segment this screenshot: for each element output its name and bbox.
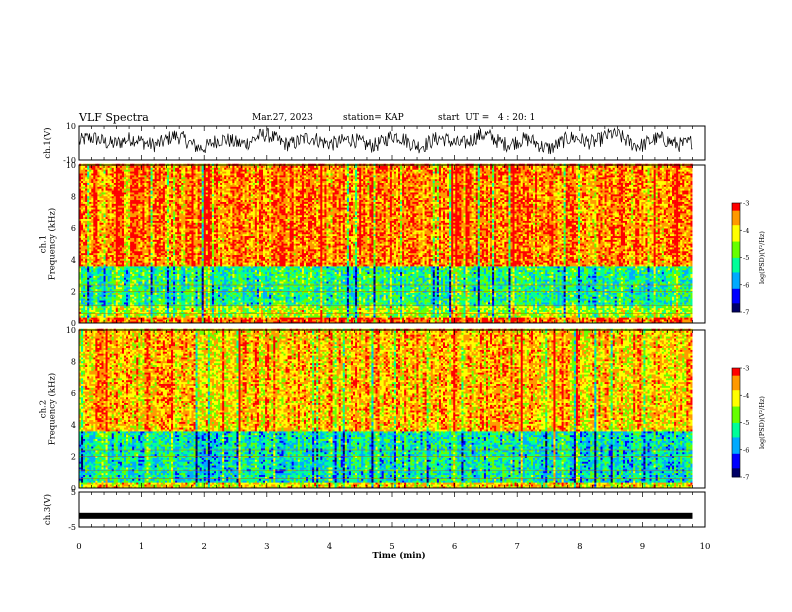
x-tick-label: 4 xyxy=(327,542,332,552)
ch2-spectrogram xyxy=(79,329,705,489)
x-tick-label: 7 xyxy=(514,542,519,552)
colorbar-tick-label: -3 xyxy=(743,365,749,373)
y-tick-label: 5 xyxy=(71,488,76,497)
x-axis-label: Time (min) xyxy=(372,550,425,561)
colorbar-tick-label: -5 xyxy=(743,254,749,262)
x-tick-label: 0 xyxy=(76,542,81,552)
y-tick-label: 8 xyxy=(71,193,76,202)
y-axis-label: Frequency (kHz) xyxy=(47,208,58,280)
date-label: Mar.27, 2023 xyxy=(252,113,313,123)
y-tick-label: 2 xyxy=(71,452,76,461)
station-label: station= KAP xyxy=(343,113,404,123)
colorbar-tick-label: -7 xyxy=(743,309,749,317)
y-axis-label: Frequency (kHz) xyxy=(47,373,58,445)
colorbar-tick-label: -3 xyxy=(743,200,749,208)
chart-title: VLF Spectra xyxy=(79,111,149,124)
ch1-spectrogram xyxy=(79,164,705,324)
y-tick-label: 2 xyxy=(71,287,76,296)
x-tick-label: 6 xyxy=(452,542,457,552)
colorbar-2: -3 -4 -5 -6 -7 log(PSD)(V²/Hz) xyxy=(732,365,766,482)
x-tick-label: 10 xyxy=(700,542,711,552)
x-tick-label: 3 xyxy=(264,542,269,552)
y-tick-label: 10 xyxy=(66,326,76,335)
ch3-waveform-line xyxy=(79,513,692,519)
colorbar-tick-label: -6 xyxy=(743,281,749,289)
colorbar-tick-label: -7 xyxy=(743,474,749,482)
vlf-spectra-figure: 10-10ch.1(V)0246810ch.1 Frequency (kHz)-3… xyxy=(0,0,792,612)
y-tick-label: 10 xyxy=(66,161,76,170)
colorbar-tick-label: -6 xyxy=(743,446,749,454)
colorbar-label: log(PSD)(V²/Hz) xyxy=(758,396,766,449)
y-tick-label: 8 xyxy=(71,358,76,367)
start-ut-label: start UT = 4 : 20: 1 xyxy=(438,113,535,123)
y-tick-label: 6 xyxy=(71,224,76,233)
x-tick-label: 1 xyxy=(139,542,144,552)
y-tick-label: 4 xyxy=(71,421,76,430)
colorbar-tick-label: -5 xyxy=(743,419,749,427)
x-tick-label: 2 xyxy=(201,542,206,552)
colorbar-tick-label: -4 xyxy=(743,227,749,235)
x-tick-label: 8 xyxy=(577,542,582,552)
y-tick-label: 4 xyxy=(71,256,76,265)
x-tick-label: 9 xyxy=(640,542,645,552)
y-axis-label: ch.1(V) xyxy=(42,127,53,158)
y-tick-label: 10 xyxy=(66,122,76,131)
ch1-waveform-line xyxy=(79,129,693,155)
colorbar-tick-label: -4 xyxy=(743,392,749,400)
colorbar-label: log(PSD)(V²/Hz) xyxy=(758,231,766,284)
y-tick-label: 6 xyxy=(71,389,76,398)
y-tick-label: -5 xyxy=(68,523,76,532)
y-axis-label: ch.3(V) xyxy=(42,494,53,525)
panel-frame-3 xyxy=(79,492,705,527)
colorbar-1: -3 -4 -5 -6 -7 log(PSD)(V²/Hz) xyxy=(732,200,766,317)
